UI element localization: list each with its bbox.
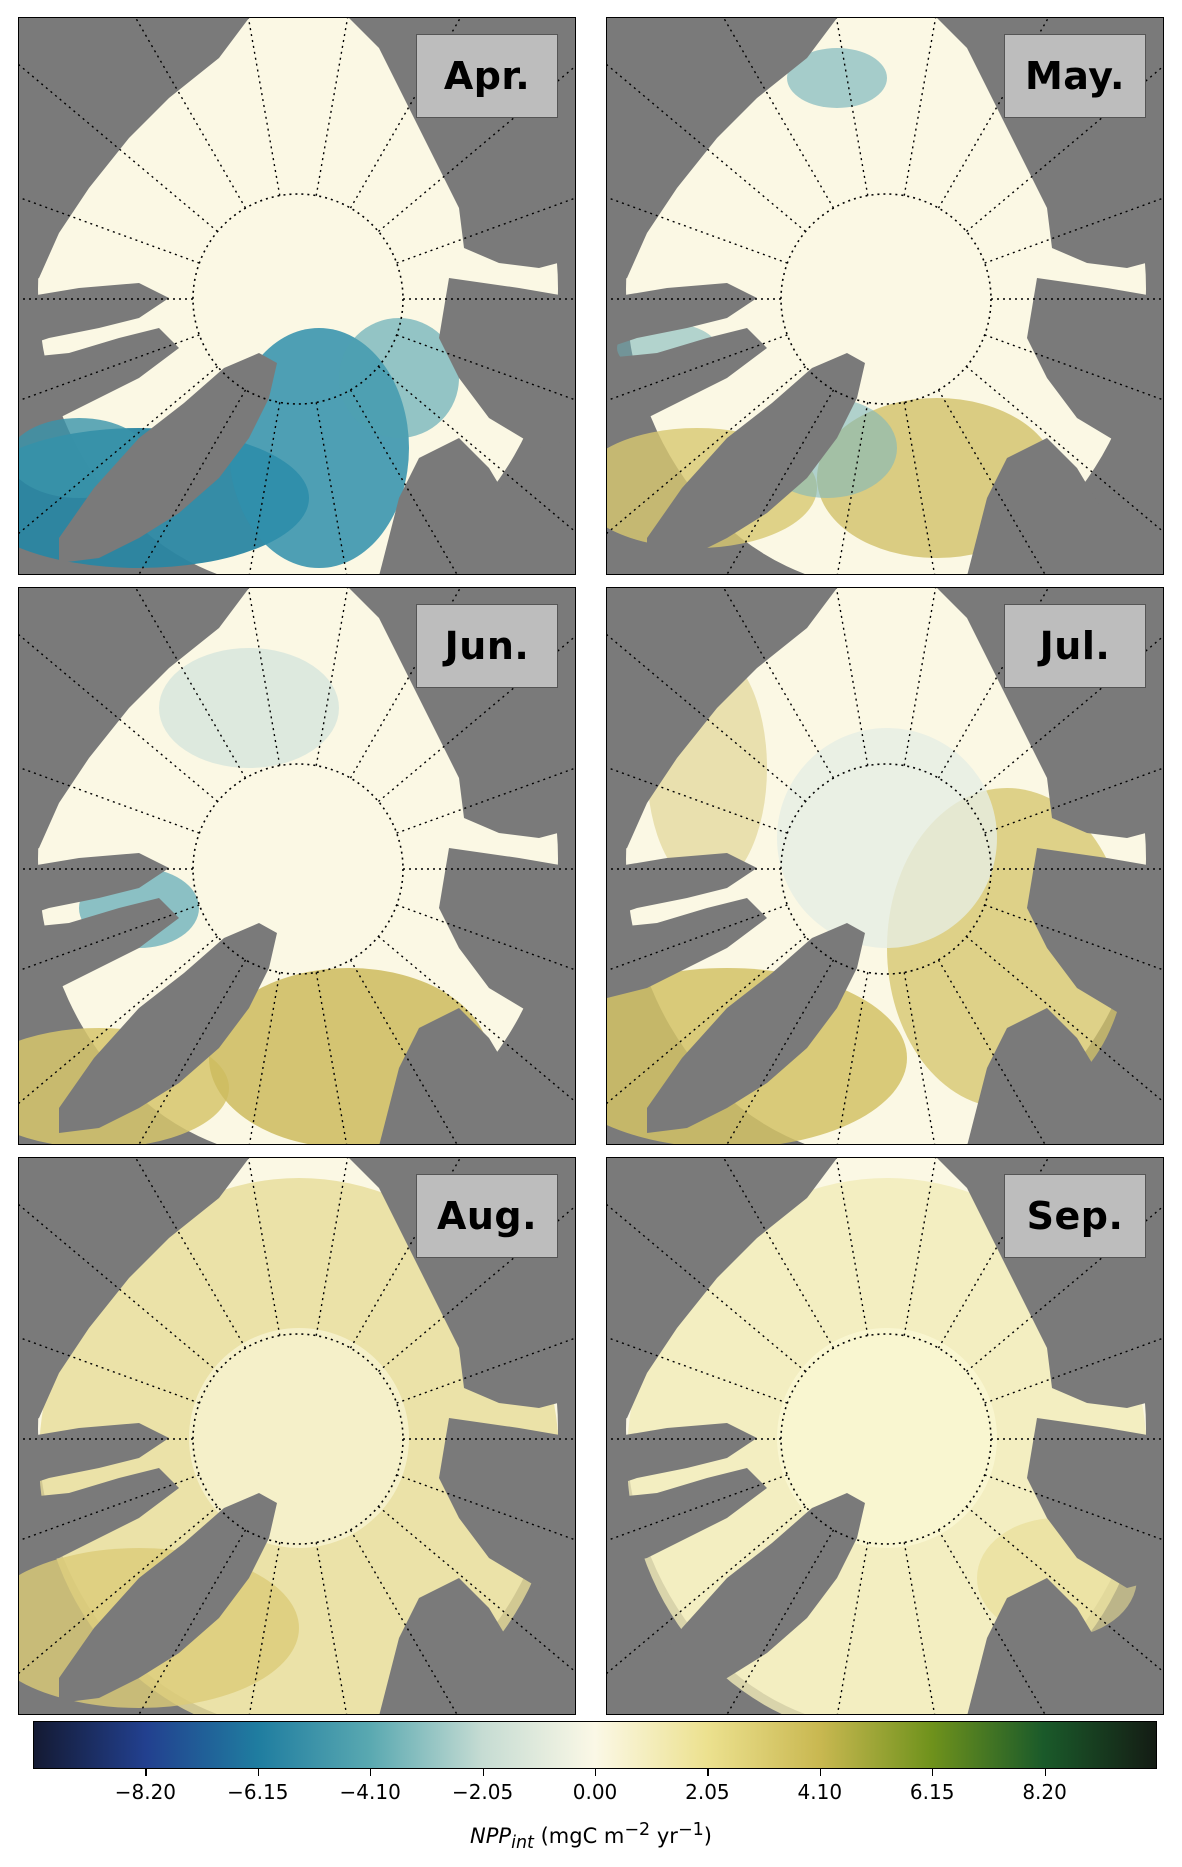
month-label: Apr. bbox=[416, 34, 558, 118]
month-label: Jun. bbox=[416, 604, 558, 688]
colorbar-tick-mark bbox=[370, 1769, 372, 1776]
polar-map bbox=[607, 18, 1163, 574]
map-panel-apr: Apr. bbox=[18, 17, 576, 575]
colorbar-label: NPPint (mgC m−2 yr−1) bbox=[0, 1820, 1182, 1853]
colorbar-tick-mark bbox=[932, 1769, 934, 1776]
colorbar-tick-mark bbox=[707, 1769, 709, 1776]
colorbar-tick-label: 6.15 bbox=[909, 1780, 955, 1804]
colorbar-tick-label: −8.20 bbox=[114, 1780, 177, 1804]
colorbar-tick-mark bbox=[595, 1769, 597, 1776]
map-panel-may: May. bbox=[606, 17, 1164, 575]
polar-map bbox=[607, 588, 1163, 1144]
colorbar-tick-mark bbox=[145, 1769, 147, 1776]
colorbar-tick-mark bbox=[257, 1769, 259, 1776]
polar-map bbox=[607, 1158, 1163, 1714]
map-panel-aug: Aug. bbox=[18, 1157, 576, 1715]
polar-map bbox=[19, 18, 575, 574]
colorbar-label-exp2: −1 bbox=[677, 1820, 704, 1840]
colorbar-tick-label: 0.00 bbox=[572, 1780, 618, 1804]
map-panel-jul: Jul. bbox=[606, 587, 1164, 1145]
colorbar-tick-mark bbox=[1044, 1769, 1046, 1776]
colorbar-tick-mark bbox=[482, 1769, 484, 1776]
colorbar-label-units: (mgC m bbox=[540, 1824, 625, 1848]
colorbar-label-units2: yr bbox=[650, 1824, 678, 1848]
month-label: May. bbox=[1004, 34, 1146, 118]
colorbar-tick-label: −2.05 bbox=[451, 1780, 514, 1804]
colorbar-tick-label: −4.10 bbox=[339, 1780, 401, 1804]
colorbar bbox=[33, 1721, 1157, 1769]
colorbar-tick-label: 4.10 bbox=[797, 1780, 843, 1804]
colorbar-tick-mark bbox=[819, 1769, 821, 1776]
colorbar-tick-label: 2.05 bbox=[685, 1780, 730, 1804]
colorbar-label-exp1: −2 bbox=[624, 1820, 651, 1840]
polar-map bbox=[19, 1158, 575, 1714]
colorbar-tick-label: −6.15 bbox=[227, 1780, 289, 1804]
month-label: Sep. bbox=[1004, 1174, 1146, 1258]
map-panel-sep: Sep. bbox=[606, 1157, 1164, 1715]
colorbar-tick-label: 8.20 bbox=[1022, 1780, 1067, 1804]
map-panel-jun: Jun. bbox=[18, 587, 576, 1145]
month-label: Aug. bbox=[416, 1174, 558, 1258]
colorbar-label-main: NPP bbox=[470, 1824, 512, 1848]
colorbar-label-sub: int bbox=[511, 1833, 534, 1854]
month-label: Jul. bbox=[1004, 604, 1146, 688]
colorbar-label-close: ) bbox=[703, 1824, 712, 1848]
